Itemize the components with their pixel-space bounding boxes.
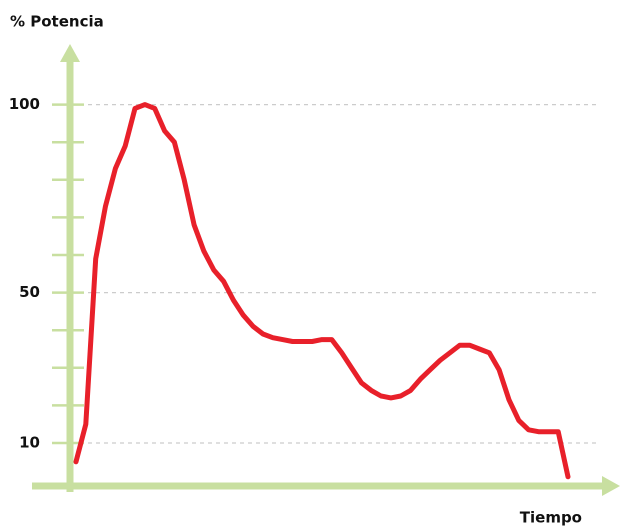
y-tick-label: 10 [19,434,40,452]
y-tick-label: 100 [9,95,40,113]
y-tick-label: 50 [19,283,40,301]
data-line [73,102,571,480]
y-axis-arrow [60,44,80,62]
x-axis-arrow [602,476,620,496]
x-axis-label: Tiempo [520,509,582,527]
y-axis-label: % Potencia [10,13,104,31]
